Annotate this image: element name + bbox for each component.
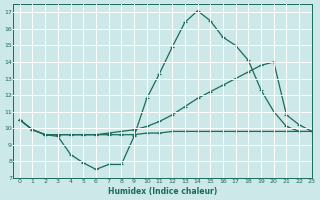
X-axis label: Humidex (Indice chaleur): Humidex (Indice chaleur)	[108, 187, 217, 196]
